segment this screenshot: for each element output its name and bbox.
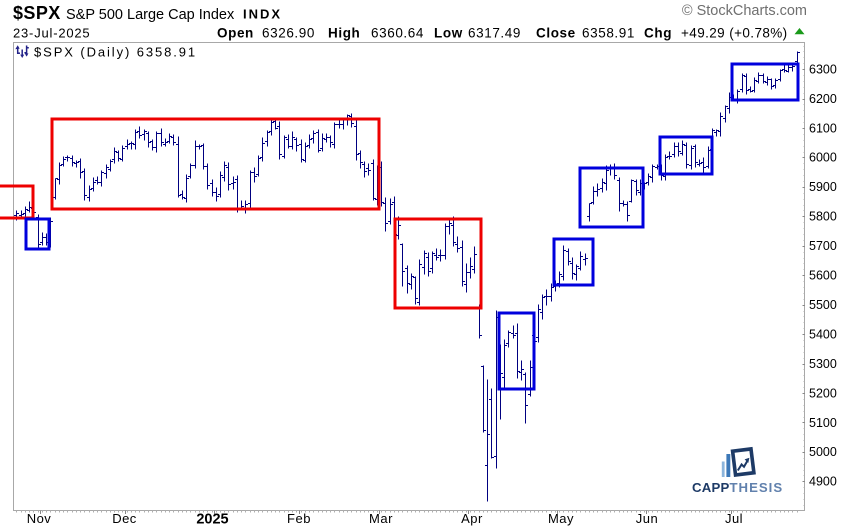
svg-text:2025: 2025 [196, 512, 228, 528]
svg-text:5800: 5800 [809, 210, 837, 224]
svg-text:6358.91: 6358.91 [582, 26, 635, 41]
svg-text:High: High [328, 26, 360, 41]
svg-text:Nov: Nov [27, 511, 52, 526]
svg-text:5100: 5100 [809, 416, 837, 430]
svg-text:THESIS: THESIS [730, 480, 784, 495]
svg-text:Low: Low [434, 26, 463, 41]
svg-text:5300: 5300 [809, 357, 837, 371]
svg-text:S&P 500 Large Cap Index: S&P 500 Large Cap Index [66, 7, 235, 23]
svg-text:Jun: Jun [636, 511, 658, 526]
svg-text:Dec: Dec [112, 511, 137, 526]
svg-text:Jul: Jul [725, 511, 743, 526]
svg-text:6000: 6000 [809, 151, 837, 165]
svg-text:23-Jul-2025: 23-Jul-2025 [13, 26, 90, 41]
svg-text:6200: 6200 [809, 92, 837, 106]
svg-text:6100: 6100 [809, 121, 837, 135]
svg-text:Chg: Chg [644, 26, 672, 41]
svg-text:5600: 5600 [809, 269, 837, 283]
svg-text:5900: 5900 [809, 180, 837, 194]
svg-text:May: May [548, 511, 574, 526]
svg-text:5400: 5400 [809, 327, 837, 341]
svg-text:© StockCharts.com: © StockCharts.com [682, 3, 807, 19]
svg-text:Open: Open [217, 26, 254, 41]
svg-text:5500: 5500 [809, 298, 837, 312]
svg-text:Mar: Mar [369, 511, 393, 526]
svg-text:INDX: INDX [243, 7, 282, 22]
svg-text:5000: 5000 [809, 445, 837, 459]
svg-text:4900: 4900 [809, 475, 837, 489]
svg-text:6300: 6300 [809, 62, 837, 76]
svg-text:Apr: Apr [461, 511, 483, 526]
svg-text:5200: 5200 [809, 386, 837, 400]
svg-text:CAPP: CAPP [692, 480, 729, 495]
svg-text:Feb: Feb [287, 511, 311, 526]
svg-text:+49.29 (+0.78%): +49.29 (+0.78%) [681, 26, 788, 41]
svg-text:6326.90: 6326.90 [262, 26, 315, 41]
svg-text:Close: Close [536, 26, 576, 41]
svg-text:6360.64: 6360.64 [371, 26, 424, 41]
svg-text:$SPX: $SPX [13, 3, 61, 23]
svg-text:6317.49: 6317.49 [468, 26, 521, 41]
svg-text:$SPX (Daily) 6358.91: $SPX (Daily) 6358.91 [34, 45, 197, 60]
svg-text:5700: 5700 [809, 239, 837, 253]
